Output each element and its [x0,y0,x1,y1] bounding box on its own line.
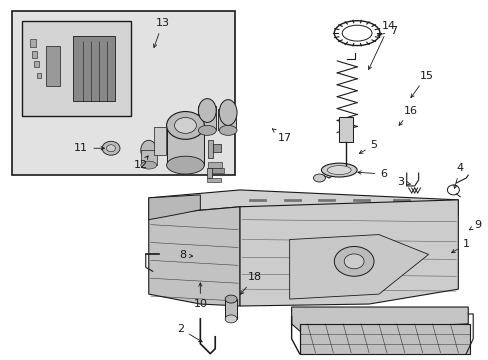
Text: 11: 11 [74,143,104,153]
Bar [212,168,224,173]
Bar [73,36,115,100]
Ellipse shape [321,163,356,177]
Text: 10: 10 [193,283,207,309]
Text: 4: 4 [453,163,463,188]
Polygon shape [148,190,457,215]
Bar [12,11,235,175]
Ellipse shape [166,112,204,139]
Bar [213,144,221,152]
Text: 9: 9 [468,220,481,230]
Text: 18: 18 [240,272,262,294]
Text: 16: 16 [398,105,417,126]
Text: 3: 3 [396,177,409,187]
Ellipse shape [219,100,237,125]
Polygon shape [291,307,468,331]
Polygon shape [240,200,457,306]
Bar [141,150,156,165]
Ellipse shape [224,315,237,323]
Polygon shape [289,235,427,299]
Ellipse shape [313,174,325,182]
Text: 13: 13 [153,18,169,48]
Ellipse shape [106,145,115,152]
Bar [207,168,212,178]
Ellipse shape [102,141,120,155]
Text: 12: 12 [134,156,148,170]
Bar [21,21,131,116]
Bar [299,324,469,354]
Polygon shape [148,195,200,220]
Text: 7: 7 [377,26,397,36]
Text: 5: 5 [359,140,377,153]
Text: 6: 6 [357,169,386,179]
Bar [218,109,236,130]
Ellipse shape [198,99,216,122]
Ellipse shape [141,140,156,160]
Text: 14: 14 [368,21,395,69]
Ellipse shape [326,166,350,175]
Bar [45,46,61,86]
Text: 8: 8 [179,251,192,260]
Bar [166,125,204,165]
Polygon shape [148,207,240,306]
Bar [34,61,39,67]
Bar [208,162,222,168]
Ellipse shape [219,125,237,135]
Bar [208,140,213,158]
Bar [224,299,237,319]
Ellipse shape [334,247,373,276]
Text: 1: 1 [451,239,469,253]
Bar [37,73,41,78]
Text: 2: 2 [177,324,202,342]
Ellipse shape [174,117,196,133]
Bar [339,117,352,142]
Text: 17: 17 [272,129,291,143]
Ellipse shape [198,125,216,135]
Text: 15: 15 [410,71,433,98]
Ellipse shape [224,295,237,303]
Bar [153,127,165,155]
Bar [32,51,37,58]
Ellipse shape [141,161,156,169]
Bar [30,39,36,47]
Ellipse shape [344,254,364,269]
Bar [198,105,216,130]
Ellipse shape [166,156,204,174]
Bar [207,178,221,182]
